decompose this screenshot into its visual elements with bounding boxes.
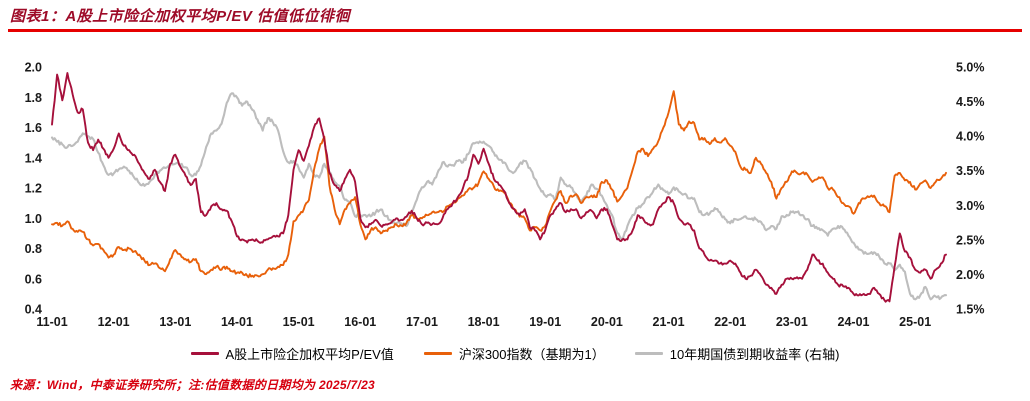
left-axis-tick-label: 2.0 [25, 61, 42, 75]
series-line-pev [51, 72, 947, 303]
x-axis-tick-label: 11-01 [36, 315, 67, 329]
title-underline [8, 29, 1022, 32]
left-axis-tick-label: 1.2 [25, 182, 42, 196]
left-axis-tick-label: 1.0 [25, 212, 42, 226]
x-axis-tick-label: 24-01 [838, 315, 870, 329]
left-axis-tick-label: 1.6 [25, 121, 42, 135]
x-axis-tick-label: 17-01 [406, 315, 438, 329]
chart-legend: A股上市险企加权平均P/EV值 沪深300指数（基期为1） 10年期国债到期收益率 … [0, 344, 1030, 363]
x-axis-tick-label: 14-01 [221, 315, 253, 329]
x-axis-tick-label: 21-01 [653, 315, 685, 329]
legend-item-csi300: 沪深300指数（基期为1） [423, 344, 605, 363]
figure-title: 图表1：A股上市险企加权平均P/EV 估值低位徘徊 [10, 8, 351, 25]
legend-label-csi300: 沪深300指数（基期为1） [458, 347, 605, 362]
x-axis-tick-label: 15-01 [283, 315, 315, 329]
series-line-yield10y [50, 92, 948, 301]
legend-item-yield10y: 10年期国债到期收益率 (右轴) [634, 344, 840, 363]
right-axis-tick-label: 2.5% [956, 233, 985, 247]
x-axis-tick-label: 16-01 [344, 315, 376, 329]
x-axis-tick-label: 22-01 [714, 315, 746, 329]
right-axis-tick-label: 2.0% [956, 268, 985, 282]
series-line-csi300 [51, 90, 947, 279]
right-axis-tick-label: 3.0% [956, 199, 985, 213]
x-axis-tick-label: 18-01 [468, 315, 500, 329]
right-axis-tick-label: 4.0% [956, 130, 985, 144]
right-axis-tick-label: 5.0% [956, 61, 985, 75]
line-chart: 0.4 0.6 0.8 1.0 1.2 1.4 1.6 1.8 2.0 1.5% 2.0% 2.5% 3… [0, 36, 1030, 336]
right-axis-tick-label: 3.5% [956, 164, 985, 178]
x-axis-tick-label: 19-01 [529, 315, 561, 329]
left-axis-tick-label: 0.8 [25, 242, 42, 256]
right-axis-tick-label: 4.5% [956, 95, 985, 109]
x-axis-tick-label: 23-01 [776, 315, 808, 329]
legend-swatch-csi300 [423, 351, 452, 356]
x-axis-tick-label: 13-01 [159, 315, 191, 329]
x-axis-tick-label: 12-01 [98, 315, 130, 329]
x-axis-tick-label: 25-01 [899, 315, 931, 329]
chart-canvas: 0.4 0.6 0.8 1.0 1.2 1.4 1.6 1.8 2.0 1.5% 2.0% 2.5% 3… [25, 61, 985, 330]
right-axis-tick-label: 1.5% [956, 303, 985, 317]
left-axis-tick-label: 0.4 [25, 303, 42, 317]
x-axis-tick-label: 20-01 [591, 315, 623, 329]
source-note: 来源：Wind，中泰证券研究所；注:估值数据的日期均为 2025/7/23 [10, 378, 376, 392]
legend-label-yield10y: 10年期国债到期收益率 (右轴) [669, 347, 840, 362]
left-axis-tick-label: 1.8 [25, 91, 42, 105]
legend-swatch-pev [190, 351, 219, 356]
left-axis-tick-label: 0.6 [25, 272, 42, 286]
legend-item-pev: A股上市险企加权平均P/EV值 [190, 344, 394, 363]
legend-swatch-yield10y [634, 351, 663, 356]
left-axis-tick-label: 1.4 [25, 151, 42, 165]
legend-label-pev: A股上市险企加权平均P/EV值 [225, 347, 394, 362]
